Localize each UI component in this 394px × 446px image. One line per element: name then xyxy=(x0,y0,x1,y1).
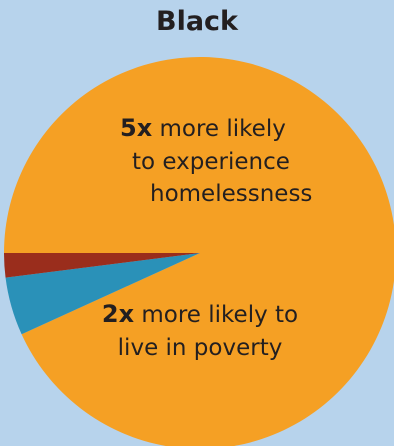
slice-orange xyxy=(4,57,394,446)
homelessness-annotation: 5x more likely to experience homelessnes… xyxy=(120,112,350,210)
slice-red xyxy=(4,253,200,278)
homelessness-line-3: homelessness xyxy=(150,180,313,207)
chart-title: Black xyxy=(155,6,238,37)
poverty-annotation: 2x more likely to live in poverty xyxy=(60,298,340,364)
homelessness-line-1: more likely xyxy=(152,116,286,142)
slice-blue xyxy=(5,253,201,335)
poverty-multiplier: 2x xyxy=(101,300,135,328)
poverty-line-1: more likely to xyxy=(134,302,299,328)
homelessness-line-2: to experience xyxy=(132,148,290,175)
poverty-line-2: live in poverty xyxy=(117,334,283,361)
homelessness-multiplier: 5x xyxy=(120,114,153,142)
